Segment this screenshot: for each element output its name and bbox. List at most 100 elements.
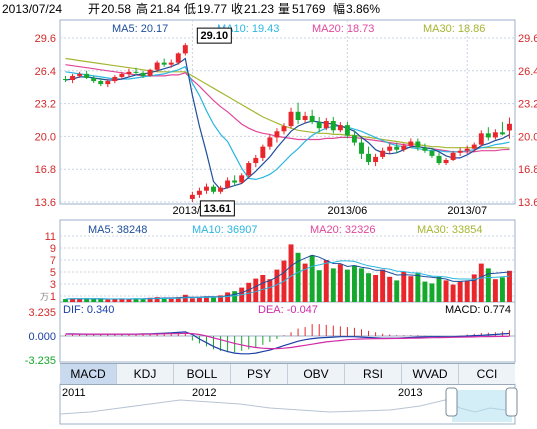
annotation-box [196,27,232,44]
macd-dea-line [65,332,510,350]
candle-body [408,141,414,146]
ma-lines [65,57,510,191]
tab-obv[interactable]: OBV [288,364,345,384]
candle-body [359,142,364,154]
candle-body [105,81,111,85]
volume-bar [380,269,386,302]
volume-bar [507,270,512,302]
volume-bar [246,282,252,302]
volume-bar [260,275,266,302]
candle-body [344,125,350,136]
macd-legend: DIF: 0.340 DEA: -0.047 MACD: 0.774 [63,304,511,316]
candle-body [401,145,407,150]
volume-bar [478,263,484,302]
volume-bar [274,269,280,302]
volume-ma20-label: MA20: 32326 [310,224,375,236]
volume-bar [126,299,132,302]
volume-ytick: 7 [50,255,56,267]
candle-body [211,186,216,192]
price-ytick-right: 20.0 [518,131,537,143]
tab-kdj[interactable]: KDJ [117,364,174,384]
candle-body [119,73,125,77]
volume-bar [140,299,146,302]
macd-bars [65,324,510,355]
volume-bar [499,277,505,302]
candle-body [316,122,322,129]
macd-ytick: 0.000 [28,331,56,343]
header-open-label: 开 [88,2,100,16]
volume-bar [457,281,463,302]
price-panel-frame [59,19,516,205]
tab-wvad[interactable]: WVAD [402,364,459,384]
candles [63,43,512,202]
volume-bar [196,297,202,302]
volume-bar [316,270,322,302]
tab-macd[interactable]: MACD [60,364,117,384]
volume-bar [63,299,68,302]
quote-header: 2013/07/24 开 20.58 高 21.84 低 19.77 收 21.… [2,1,380,16]
candle-body [457,150,463,153]
volume-ytick: 11 [45,231,56,243]
candle-body [443,159,449,164]
candle-body [168,62,174,65]
navigator-year-2013: 2013 [398,387,422,399]
navigator-left-handle[interactable] [445,387,458,417]
volume-bar [330,268,336,302]
price-ma5-label: MA5: 20.17 [112,23,168,35]
annotation-label: 13.61 [204,203,232,215]
volume-bar [225,292,231,302]
volume-bar [84,298,90,302]
header-close-label: 收 [231,2,243,16]
price-ytick-left: 26.4 [35,66,56,78]
volume-bar [112,299,118,302]
candle-body [373,156,379,163]
volume-bar [232,291,238,302]
candle-body [323,121,329,129]
tab-boll[interactable]: BOLL [174,364,231,384]
candle-body [260,146,266,158]
candle-body [126,71,132,74]
volume-bar [98,299,104,302]
volume-bars [63,244,512,302]
macd-value-label: MACD: 0.774 [445,304,511,316]
price-ytick-right: 13.6 [518,197,537,209]
price-ytick-left: 16.8 [35,164,56,176]
volume-ytick: 1 [50,291,56,303]
candle-body [415,141,421,148]
price-ma20-label: MA20: 18.73 [312,23,374,35]
volume-bar [373,275,379,302]
macd-dea-label: DEA: -0.047 [258,304,318,316]
candle-body [112,76,118,82]
candle-body [175,53,181,63]
tab-psy[interactable]: PSY [231,364,288,384]
candle-body [182,45,188,54]
tab-cci[interactable]: CCI [476,367,498,381]
header-change: 3.86% [346,2,380,16]
price-ma10-label: MA10: 19.43 [217,23,279,35]
macd-ytick: 3.235 [28,307,56,319]
volume-bar [203,296,209,302]
candle-body [84,73,90,78]
candle-body [189,194,195,199]
volume-bar [359,268,364,302]
navigator-selection[interactable] [452,390,512,422]
tab-rsi[interactable]: RSI [345,364,402,384]
volume-bar [267,279,273,302]
volume-bar [168,298,174,302]
macd-panel-frame [59,301,516,363]
candle-body [253,157,259,164]
candle-body [295,111,301,120]
candle-body [133,71,139,73]
header-change-label: 幅 [333,1,345,16]
price-xtick: 2013/06 [328,205,368,217]
time-navigator[interactable]: 2011 2012 2013 [59,383,518,425]
price-ytick-right: 26.4 [518,66,537,78]
volume-ytick: 9 [50,243,56,255]
candle-body [337,125,343,131]
candle-body [91,77,97,82]
candle-body [196,190,202,195]
candle-body [366,153,372,163]
volume-bar [415,272,421,302]
navigator-right-handle[interactable] [505,387,518,417]
candle-body [154,62,160,70]
